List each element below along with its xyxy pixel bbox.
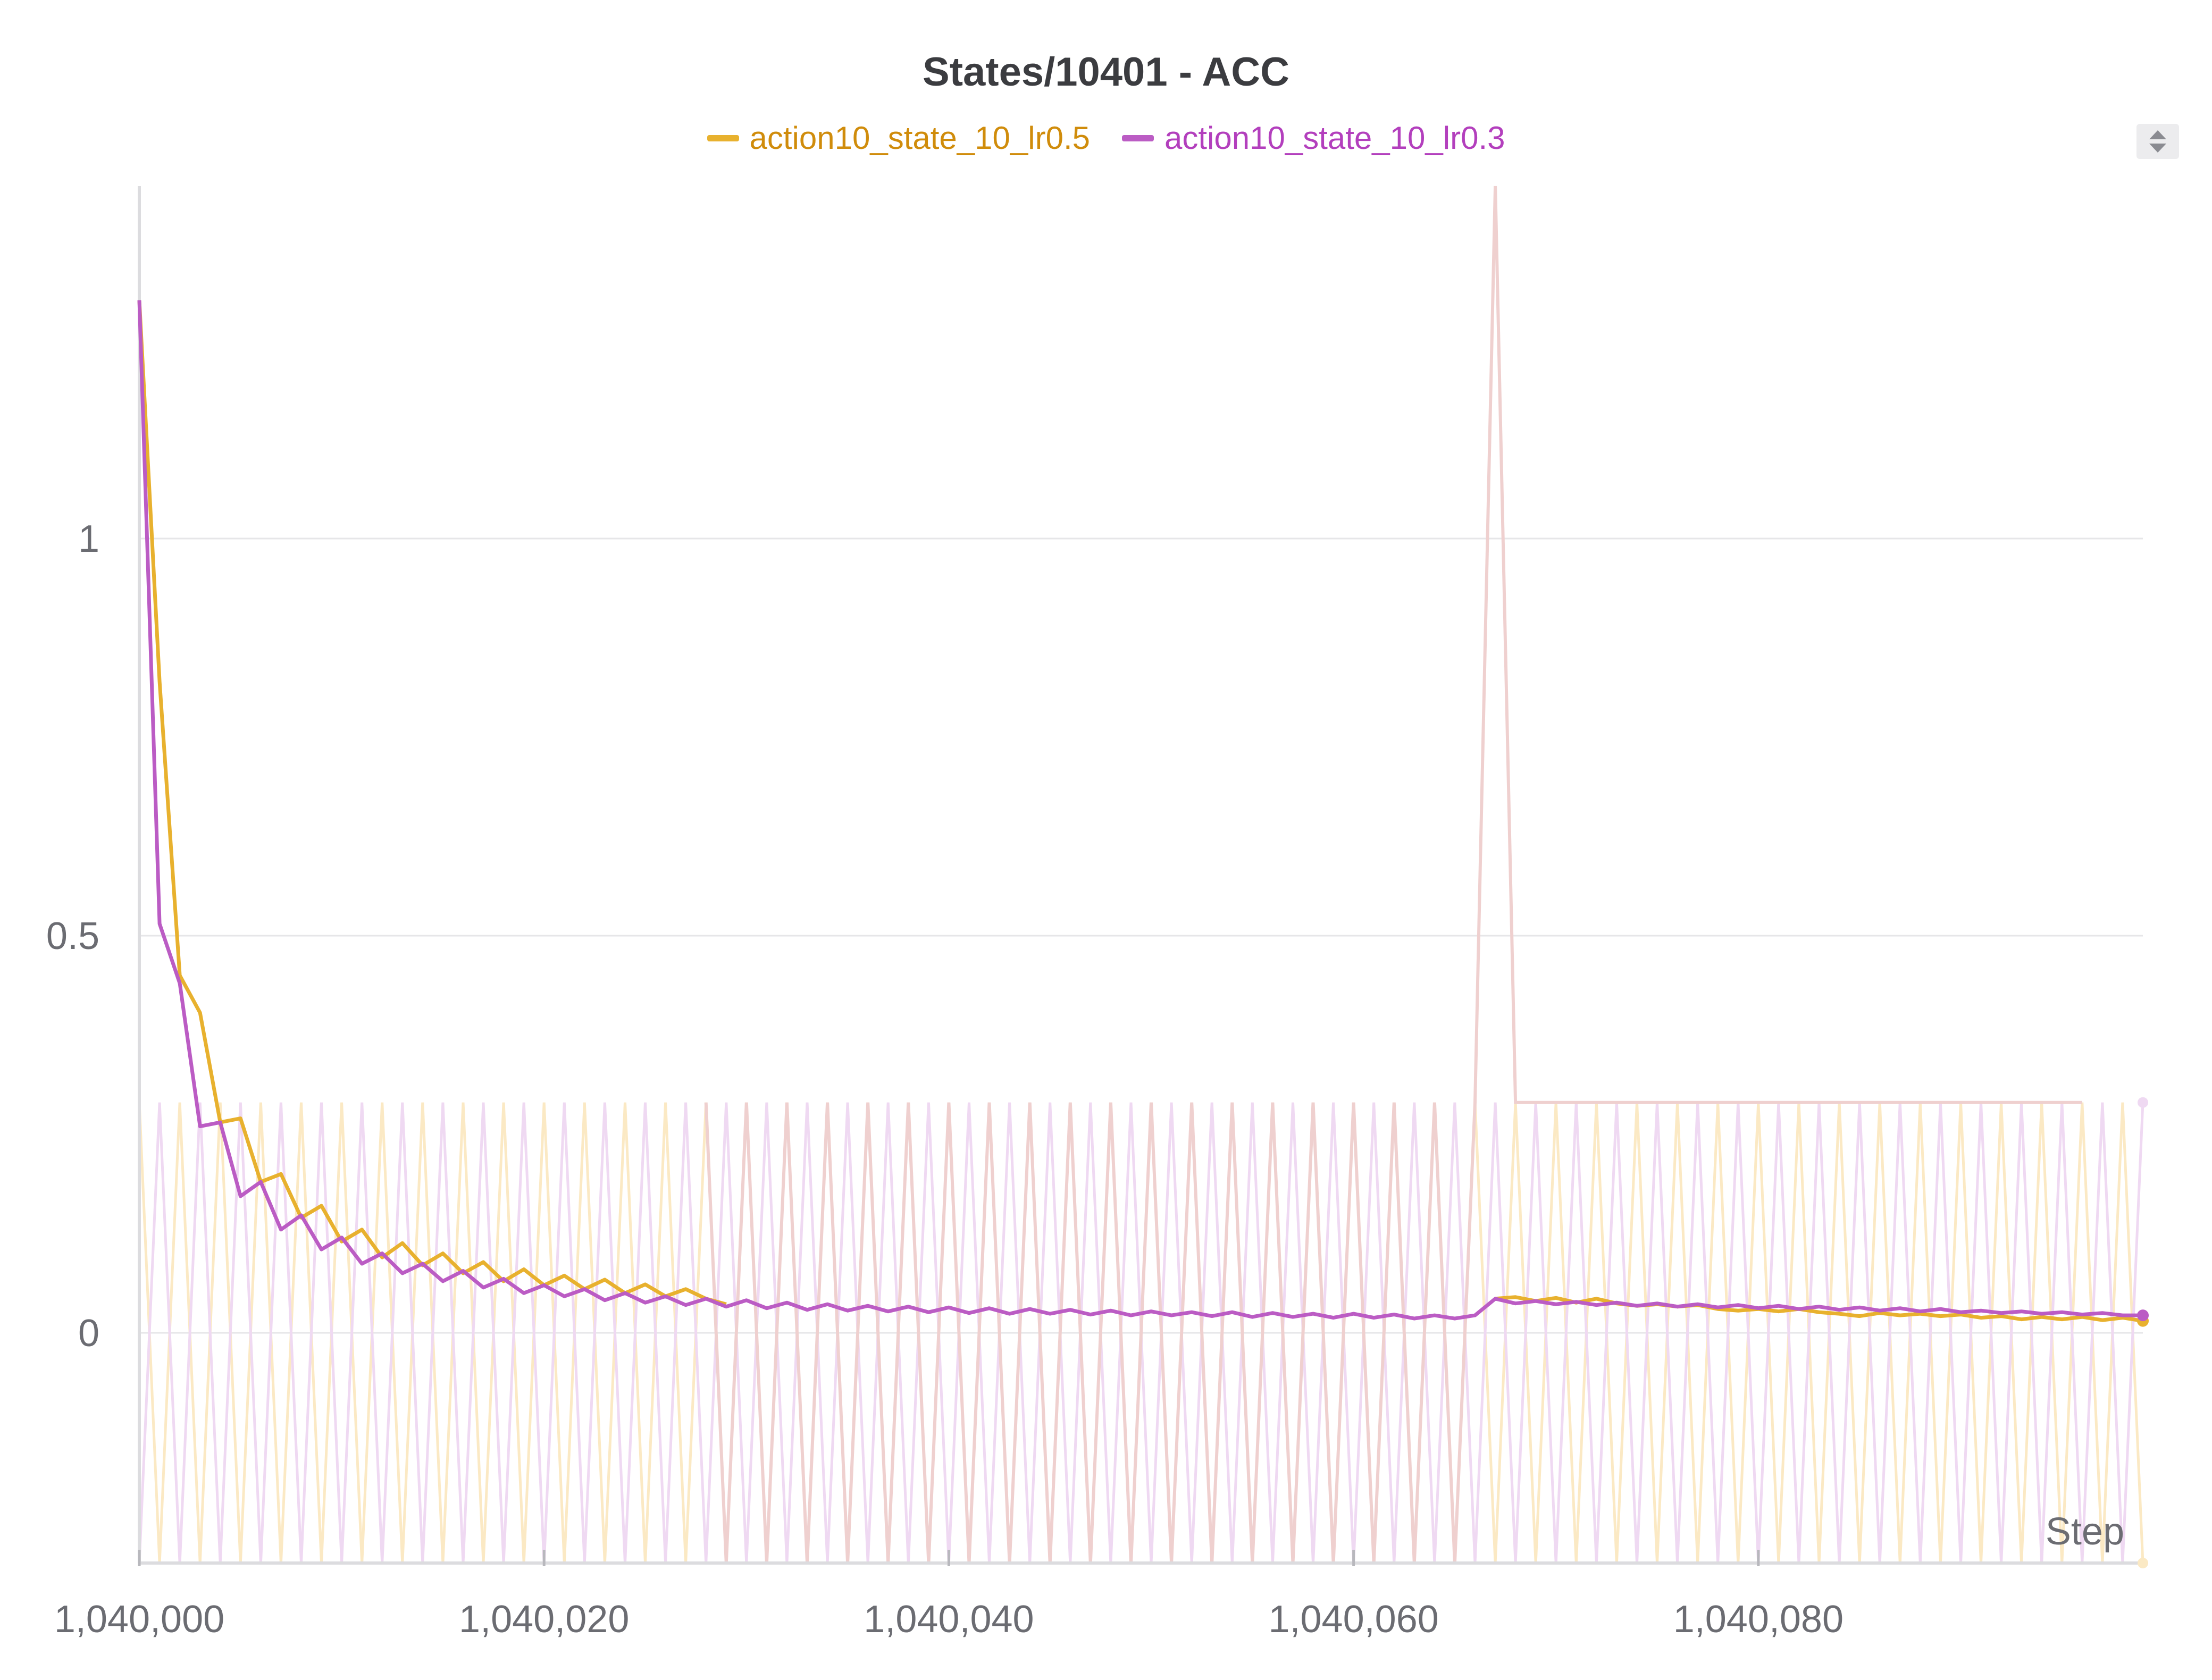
raw-trace-overlap <box>704 186 2082 1564</box>
line-series-0 <box>137 300 2143 1323</box>
line-series-1 <box>137 300 2143 1321</box>
y-tick-label: 0.5 <box>46 915 99 957</box>
end-marker-series-1 <box>2137 1309 2149 1322</box>
tick-labels: 0 0.5 1 1,040,000 1,040,020 1,040,040 1,040,06… <box>46 518 1844 1641</box>
y-tick-label: 1 <box>78 518 99 560</box>
x-tick-label: 1,040,080 <box>1673 1598 1844 1641</box>
y-tick-label: 0 <box>78 1312 99 1355</box>
raw-end-marker-series-0 <box>2138 1558 2148 1568</box>
legend-item-series-0[interactable]: action10_state_10_lr0.5 <box>707 120 1091 156</box>
raw-data-traces <box>138 186 2144 1564</box>
x-tick-label: 1,040,000 <box>54 1598 224 1641</box>
axes <box>138 186 2143 1566</box>
series-lines <box>137 300 2143 1323</box>
legend-label-series-1: action10_state_10_lr0.3 <box>1164 120 1505 156</box>
raw-end-marker-series-1 <box>2138 1097 2148 1108</box>
chart-title: States/10401 - ACC <box>923 49 1289 95</box>
legend-label-series-0: action10_state_10_lr0.5 <box>749 120 1091 156</box>
end-markers <box>2137 1097 2149 1568</box>
x-tick-label: 1,040,060 <box>1268 1598 1438 1641</box>
legend: action10_state_10_lr0.5 action10_state_1… <box>0 120 2212 156</box>
legend-sort-button[interactable] <box>2136 124 2179 159</box>
legend-swatch-series-1 <box>1122 135 1154 141</box>
grid-lines <box>139 537 2143 1334</box>
legend-swatch-series-0 <box>707 135 739 141</box>
x-tick-label: 1,040,020 <box>459 1598 629 1641</box>
sort-updown-icon <box>2149 130 2166 153</box>
legend-item-series-1[interactable]: action10_state_10_lr0.3 <box>1122 120 1505 156</box>
x-axis-title: Step <box>2046 1510 2124 1553</box>
x-tick-label: 1,040,040 <box>864 1598 1034 1641</box>
